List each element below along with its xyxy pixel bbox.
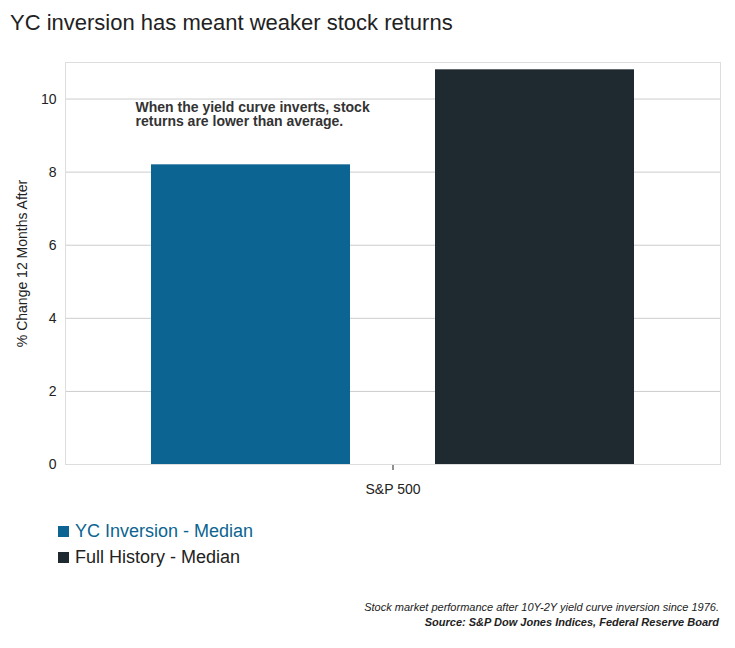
html-text:YC Inversion - Median: YC Inversion - Median (75, 521, 254, 541)
svg-text:10: 10 (41, 91, 57, 107)
svg-text:6: 6 (49, 237, 57, 253)
svg-text:8: 8 (49, 164, 57, 180)
html-text:Source: S&P Dow Jones Indices,: Source: S&P Dow Jones Indices, Federal R… (424, 616, 719, 628)
svg-text:0: 0 (49, 456, 57, 472)
html-text:Full History - Median: Full History - Median (75, 547, 240, 567)
svg-text:% Change 12 Months After: % Change 12 Months After (14, 180, 30, 348)
svg-text:S&P 500: S&P 500 (365, 481, 420, 497)
html-text:YC inversion has meant weaker: YC inversion has meant weaker stock retu… (10, 10, 453, 35)
html-text:Stock market performance after: Stock market performance after 10Y-2Y yi… (364, 601, 719, 613)
svg-text:4: 4 (49, 310, 57, 326)
svg-text:When the yield curve inverts,: When the yield curve inverts, stockretur… (136, 99, 370, 129)
svg-text:2: 2 (49, 383, 57, 399)
